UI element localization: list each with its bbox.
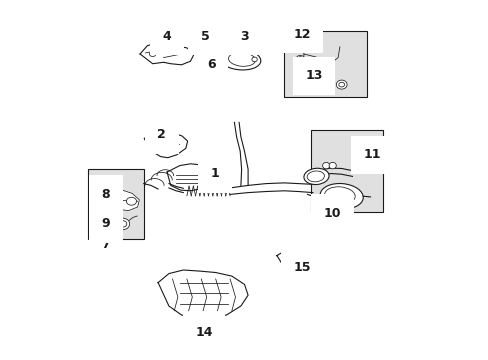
Ellipse shape xyxy=(336,80,346,89)
Text: 12: 12 xyxy=(293,28,310,41)
Text: 13: 13 xyxy=(305,69,322,82)
Text: 6: 6 xyxy=(206,58,215,71)
Text: 3: 3 xyxy=(240,30,248,42)
Ellipse shape xyxy=(119,221,126,227)
Ellipse shape xyxy=(251,57,257,62)
Text: 14: 14 xyxy=(195,327,212,339)
Ellipse shape xyxy=(328,162,336,169)
Bar xyxy=(310,130,382,212)
Text: 10: 10 xyxy=(323,207,341,220)
Text: 7: 7 xyxy=(102,238,110,251)
Ellipse shape xyxy=(153,140,157,144)
Ellipse shape xyxy=(324,187,354,204)
Ellipse shape xyxy=(149,51,156,57)
Text: 1: 1 xyxy=(210,167,219,180)
Ellipse shape xyxy=(306,171,324,182)
Ellipse shape xyxy=(145,140,150,144)
Ellipse shape xyxy=(303,81,309,85)
Ellipse shape xyxy=(228,53,255,66)
Polygon shape xyxy=(197,61,215,76)
Polygon shape xyxy=(158,270,247,319)
Polygon shape xyxy=(276,250,320,275)
Ellipse shape xyxy=(296,55,304,61)
Ellipse shape xyxy=(126,197,136,205)
Ellipse shape xyxy=(116,218,129,230)
Text: 9: 9 xyxy=(102,217,110,230)
Bar xyxy=(284,31,366,97)
Text: 2: 2 xyxy=(157,129,166,141)
Polygon shape xyxy=(140,43,194,65)
Polygon shape xyxy=(105,190,139,211)
Text: 8: 8 xyxy=(102,188,110,201)
Bar xyxy=(88,169,143,239)
Polygon shape xyxy=(144,130,187,158)
Ellipse shape xyxy=(320,184,363,209)
Text: 4: 4 xyxy=(163,30,171,42)
Text: 5: 5 xyxy=(200,30,209,42)
Polygon shape xyxy=(167,164,213,191)
Ellipse shape xyxy=(301,78,311,87)
Text: 15: 15 xyxy=(293,261,310,274)
Ellipse shape xyxy=(304,168,328,185)
Ellipse shape xyxy=(298,57,302,60)
Polygon shape xyxy=(199,43,211,56)
Ellipse shape xyxy=(338,82,344,87)
Text: 11: 11 xyxy=(363,148,380,161)
Ellipse shape xyxy=(322,162,329,169)
Ellipse shape xyxy=(219,49,260,70)
